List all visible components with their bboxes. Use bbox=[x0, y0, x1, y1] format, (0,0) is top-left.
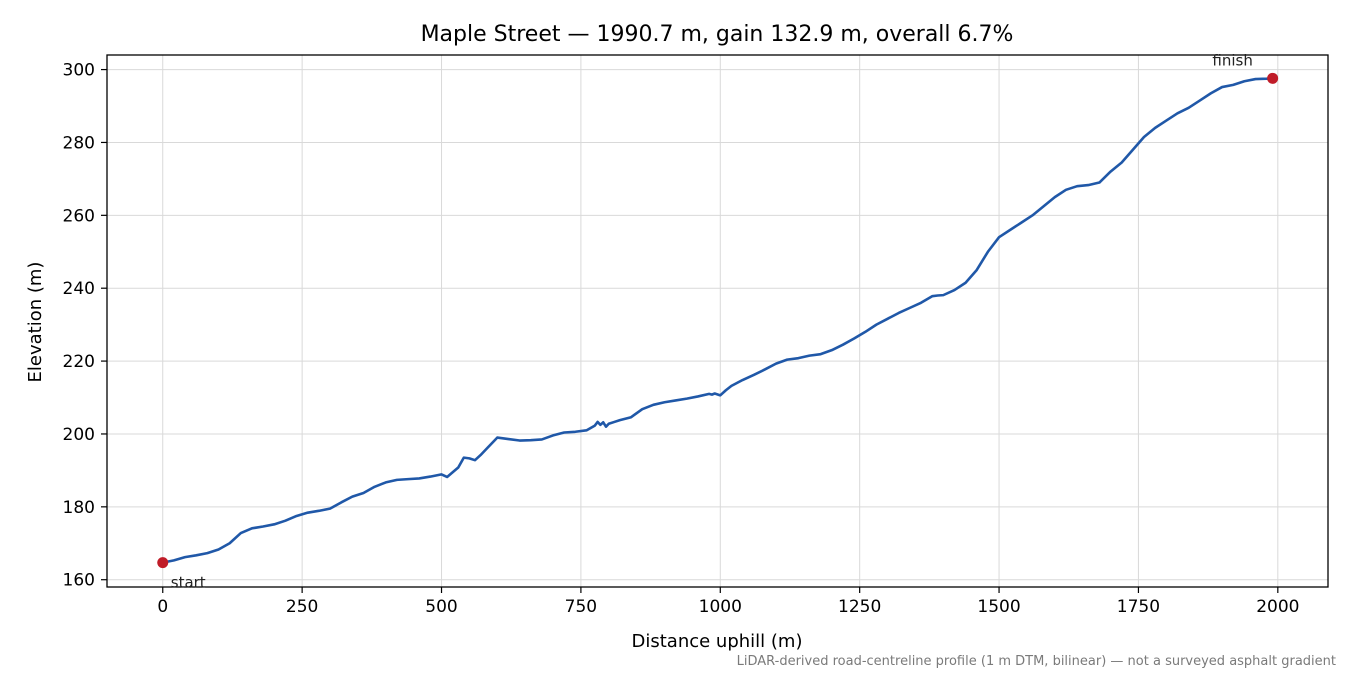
y-tick-label: 160 bbox=[63, 571, 95, 591]
x-tick-label: 500 bbox=[425, 597, 457, 617]
plot-frame bbox=[106, 54, 1329, 588]
y-tick-label: 200 bbox=[63, 425, 95, 445]
x-tick-label: 1250 bbox=[838, 597, 881, 617]
start-marker bbox=[157, 557, 169, 569]
y-tick-label: 240 bbox=[63, 279, 95, 299]
y-tick-label: 260 bbox=[63, 206, 95, 226]
y-tick-label: 280 bbox=[63, 133, 95, 153]
finish-label: finish bbox=[1212, 51, 1252, 69]
x-tick-label: 1500 bbox=[977, 597, 1020, 617]
line-layer bbox=[157, 72, 1279, 569]
x-tick-label: 750 bbox=[565, 597, 597, 617]
y-tick-label: 220 bbox=[63, 352, 95, 372]
finish-marker bbox=[1267, 72, 1279, 84]
grid bbox=[107, 55, 1328, 587]
x-tick-label: 1750 bbox=[1117, 597, 1160, 617]
x-tick-label: 250 bbox=[286, 597, 318, 617]
x-tick-label: 2000 bbox=[1256, 597, 1299, 617]
elevation-line bbox=[161, 77, 1274, 564]
x-axis-label: Distance uphill (m) bbox=[632, 631, 803, 652]
y-tick-label: 300 bbox=[63, 61, 95, 81]
axis-ticks: 0 250 500 750 1000 1250 1500 1750 2000 160 180 200 2… bbox=[63, 61, 1300, 617]
footnote: LiDAR-derived road-centreline profile (1… bbox=[737, 654, 1336, 669]
y-axis-label: Elevation (m) bbox=[25, 262, 46, 383]
x-tick-label: 1000 bbox=[699, 597, 742, 617]
chart-title: Maple Street — 1990.7 m, gain 132.9 m, o… bbox=[421, 22, 1014, 47]
start-label: start bbox=[171, 574, 206, 592]
y-tick-label: 180 bbox=[63, 498, 95, 518]
x-tick-label: 0 bbox=[157, 597, 168, 617]
